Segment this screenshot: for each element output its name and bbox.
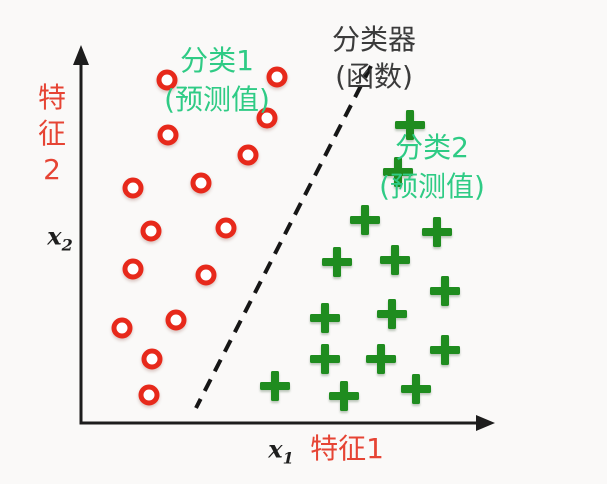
class1-circle-point — [122, 258, 144, 280]
class2-plus-point — [430, 276, 460, 306]
class1-annotation-line1: 分类1 — [180, 44, 254, 77]
class1-circle-point — [122, 177, 144, 199]
class2-plus-point — [366, 344, 396, 374]
class1-circle-point — [156, 69, 178, 91]
class1-circle-point — [195, 264, 217, 286]
class2-plus-point — [350, 205, 380, 235]
class1-circle-point — [237, 144, 259, 166]
class2-annotation-line1: 分类2 — [395, 131, 469, 164]
class2-plus-point — [380, 245, 410, 275]
class1-circle-point — [138, 384, 160, 406]
class1-circle-point — [215, 217, 237, 239]
y-axis-variable-subscript: 2 — [61, 235, 73, 255]
class1-circle-point — [111, 317, 133, 339]
class1-annotation: 分类1 (预测值) — [164, 41, 270, 119]
class2-annotation-line2: (预测值) — [379, 170, 485, 203]
y-axis-arrowhead — [73, 45, 89, 65]
class1-circle-point — [165, 309, 187, 331]
class1-circle-point — [256, 107, 278, 129]
class2-plus-point — [310, 344, 340, 374]
class2-annotation: 分类2 (预测值) — [379, 128, 485, 206]
x-axis-feature-label: 特征1 — [310, 432, 384, 465]
classifier-annotation-line2: (函数) — [335, 60, 413, 93]
y-axis-feature-char3: 2 — [43, 153, 61, 186]
y-axis-feature-label: 特 征 2 — [38, 80, 66, 188]
class1-annotation-line2: (预测值) — [164, 83, 270, 116]
class1-circle-point — [140, 220, 162, 242]
y-axis-variable-label: x2 — [47, 221, 73, 255]
x-axis-arrowhead — [476, 415, 495, 431]
class2-plus-point — [422, 217, 452, 247]
classifier-annotation: 分类器 (函数) — [332, 21, 416, 95]
class1-circle-point — [190, 172, 212, 194]
class1-circle-point — [157, 124, 179, 146]
x-axis-variable-subscript: 1 — [282, 448, 294, 468]
class2-plus-point — [310, 303, 340, 333]
y-axis-feature-char1: 特 — [37, 81, 67, 114]
class2-plus-point — [329, 381, 359, 411]
class2-plus-point — [395, 110, 425, 140]
x-axis-variable-label: x1 — [268, 434, 294, 468]
class2-plus-point — [430, 335, 460, 365]
class2-plus-point — [401, 374, 431, 404]
class1-circle-point — [266, 66, 288, 88]
y-axis-feature-char2: 征 — [37, 117, 67, 150]
classifier-annotation-line1: 分类器 — [331, 23, 417, 56]
class2-plus-point — [260, 371, 290, 401]
class2-plus-point — [377, 299, 407, 329]
class2-plus-point — [383, 157, 413, 187]
class2-plus-point — [322, 247, 352, 277]
x-axis-variable-base: x — [268, 434, 283, 464]
class1-circle-point — [141, 348, 163, 370]
y-axis-variable-base: x — [47, 221, 62, 251]
decision-boundary-line — [194, 65, 373, 409]
